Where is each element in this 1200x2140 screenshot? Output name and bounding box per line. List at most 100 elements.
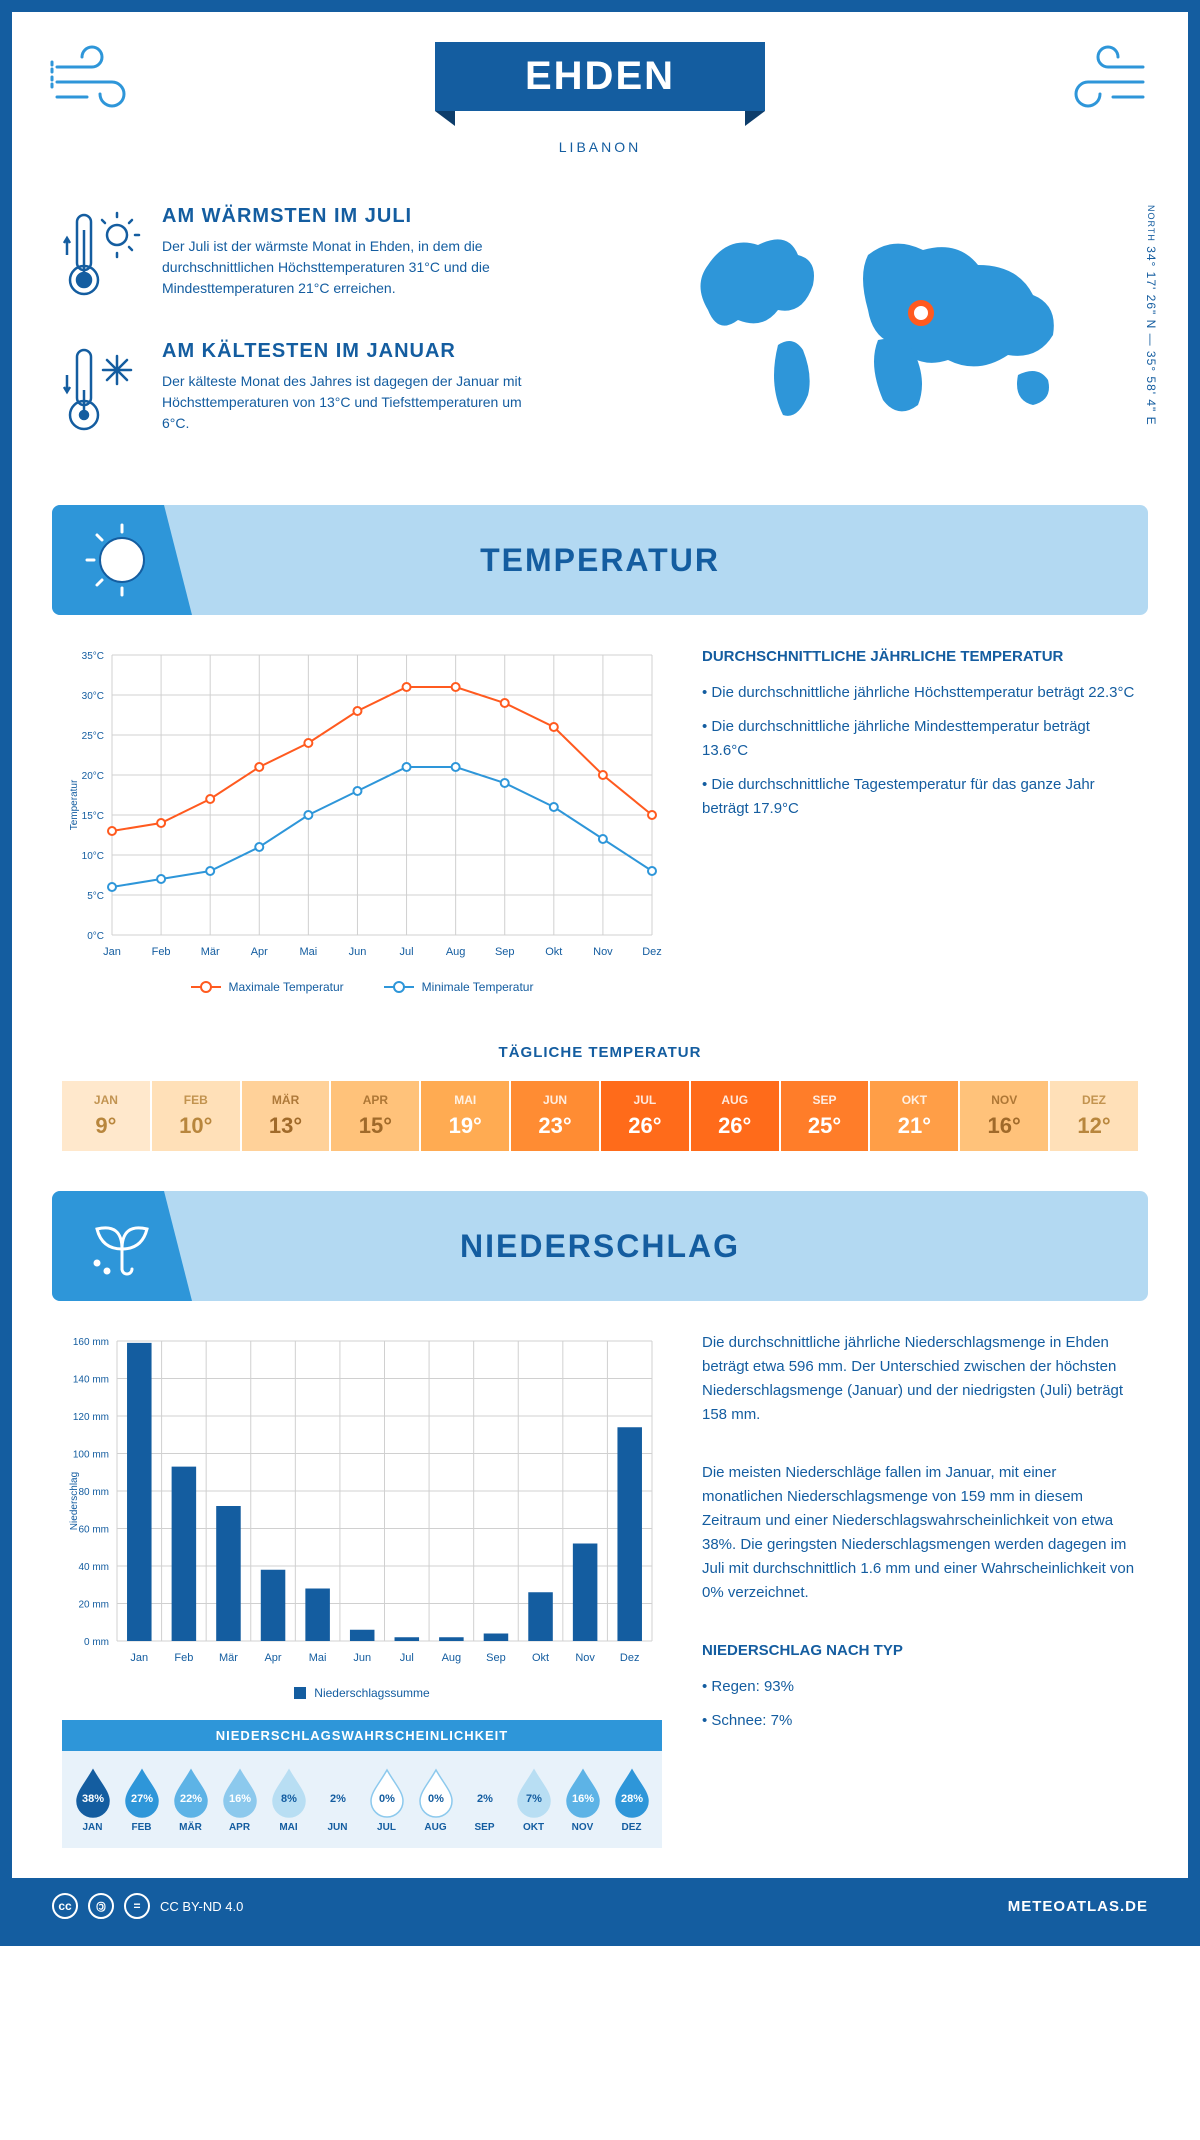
temp-cell: SEP25° xyxy=(781,1081,869,1151)
temp-cell: MÄR13° xyxy=(242,1081,330,1151)
temp-cell: MAI19° xyxy=(421,1081,509,1151)
probability-cell: 38%JAN xyxy=(70,1766,115,1833)
svg-text:Apr: Apr xyxy=(264,1652,281,1664)
svg-text:10°C: 10°C xyxy=(82,851,104,862)
sun-icon xyxy=(52,505,192,615)
svg-text:120 mm: 120 mm xyxy=(73,1412,109,1423)
svg-text:60 mm: 60 mm xyxy=(78,1525,109,1536)
svg-text:20 mm: 20 mm xyxy=(78,1600,109,1611)
svg-text:0%: 0% xyxy=(379,1793,395,1805)
temp-legend: .legend-line[style*="ff5a1f"]::after{bor… xyxy=(62,980,662,994)
precip-type: • Regen: 93% xyxy=(702,1675,1138,1699)
precipitation-bar-chart: 0 mm20 mm40 mm60 mm80 mm100 mm120 mm140 … xyxy=(62,1331,662,1671)
coldest-body: Der kälteste Monat des Jahres ist dagege… xyxy=(162,371,542,434)
infographic-frame: EHDEN LIBANON AM WÄRMSTEN IM JULI Der Ju… xyxy=(0,0,1200,1946)
probability-cell: 2%SEP xyxy=(462,1766,507,1833)
precip-text: Die durchschnittliche jährliche Niedersc… xyxy=(702,1331,1138,1427)
wind-icon xyxy=(52,42,142,117)
probability-cell: 27%FEB xyxy=(119,1766,164,1833)
svg-text:25°C: 25°C xyxy=(82,731,104,742)
country-subtitle: LIBANON xyxy=(12,139,1188,155)
probability-cell: 22%MÄR xyxy=(168,1766,213,1833)
nd-icon: = xyxy=(124,1893,150,1919)
svg-text:Mär: Mär xyxy=(201,946,220,958)
umbrella-icon xyxy=(52,1191,192,1301)
temp-cell: AUG26° xyxy=(691,1081,779,1151)
svg-text:Dez: Dez xyxy=(642,946,662,958)
svg-text:140 mm: 140 mm xyxy=(73,1375,109,1386)
temp-fact: • Die durchschnittliche jährliche Höchst… xyxy=(702,681,1138,705)
precip-legend: Niederschlagssumme xyxy=(62,1686,662,1700)
temp-cell: DEZ12° xyxy=(1050,1081,1138,1151)
svg-text:5°C: 5°C xyxy=(87,891,104,902)
precip-type: • Schnee: 7% xyxy=(702,1709,1138,1733)
svg-text:35°C: 35°C xyxy=(82,651,104,662)
temp-facts-heading: DURCHSCHNITTLICHE JÄHRLICHE TEMPERATUR xyxy=(702,645,1138,669)
svg-text:Nov: Nov xyxy=(575,1652,595,1664)
warmest-heading: AM WÄRMSTEN IM JULI xyxy=(162,205,542,228)
svg-text:Aug: Aug xyxy=(442,1652,462,1664)
temperature-section-header: TEMPERATUR xyxy=(52,505,1148,615)
temp-cell: JUL26° xyxy=(601,1081,689,1151)
svg-text:100 mm: 100 mm xyxy=(73,1450,109,1461)
svg-text:2%: 2% xyxy=(330,1793,346,1805)
svg-text:Feb: Feb xyxy=(152,946,171,958)
coordinates: NORTH 34° 17' 26" N — 35° 58' 4" E xyxy=(1144,205,1158,426)
header: EHDEN LIBANON xyxy=(12,12,1188,165)
location-title: EHDEN xyxy=(525,54,675,99)
by-icon: 🄯 xyxy=(88,1893,114,1919)
temp-cell: APR15° xyxy=(331,1081,419,1151)
svg-text:Feb: Feb xyxy=(174,1652,193,1664)
temperature-content: 0°C5°C10°C15°C20°C25°C30°C35°CJanFebMärA… xyxy=(12,615,1188,1024)
svg-text:27%: 27% xyxy=(130,1793,152,1805)
probability-cell: 0%AUG xyxy=(413,1766,458,1833)
svg-text:0°C: 0°C xyxy=(87,931,104,942)
probability-cell: 0%JUL xyxy=(364,1766,409,1833)
svg-text:Nov: Nov xyxy=(593,946,613,958)
title-banner: EHDEN xyxy=(435,42,765,111)
temp-cell: JUN23° xyxy=(511,1081,599,1151)
probability-cell: 16%APR xyxy=(217,1766,262,1833)
temp-cell: FEB10° xyxy=(152,1081,240,1151)
svg-text:0 mm: 0 mm xyxy=(84,1637,109,1648)
site-name: METEOATLAS.DE xyxy=(1008,1898,1148,1915)
license-text: CC BY-ND 4.0 xyxy=(160,1899,243,1914)
svg-text:28%: 28% xyxy=(620,1793,642,1805)
svg-text:Sep: Sep xyxy=(495,946,515,958)
world-map: NORTH 34° 17' 26" N — 35° 58' 4" E xyxy=(678,205,1138,475)
thermometer-sun-icon xyxy=(62,205,142,305)
svg-text:16%: 16% xyxy=(228,1793,250,1805)
svg-text:Temperatur: Temperatur xyxy=(69,779,80,830)
svg-text:0%: 0% xyxy=(428,1793,444,1805)
svg-text:Jan: Jan xyxy=(103,946,121,958)
precip-text: Die meisten Niederschläge fallen im Janu… xyxy=(702,1461,1138,1605)
warmest-body: Der Juli ist der wärmste Monat in Ehden,… xyxy=(162,236,542,299)
svg-text:Jul: Jul xyxy=(400,946,414,958)
thermometer-snow-icon xyxy=(62,340,142,440)
precipitation-content: 0 mm20 mm40 mm60 mm80 mm100 mm120 mm140 … xyxy=(12,1301,1188,1878)
svg-text:22%: 22% xyxy=(179,1793,201,1805)
svg-text:15°C: 15°C xyxy=(82,811,104,822)
temp-fact: • Die durchschnittliche jährliche Mindes… xyxy=(702,715,1138,763)
temp-cell: JAN9° xyxy=(62,1081,150,1151)
probability-cell: 7%OKT xyxy=(511,1766,556,1833)
cc-icon: cc xyxy=(52,1893,78,1919)
svg-text:Jul: Jul xyxy=(400,1652,414,1664)
probability-cell: 8%MAI xyxy=(266,1766,311,1833)
svg-text:Sep: Sep xyxy=(486,1652,506,1664)
precipitation-section-header: NIEDERSCHLAG xyxy=(52,1191,1148,1301)
svg-text:Jun: Jun xyxy=(353,1652,371,1664)
temperature-line-chart: 0°C5°C10°C15°C20°C25°C30°C35°CJanFebMärA… xyxy=(62,645,662,965)
svg-text:Jun: Jun xyxy=(349,946,367,958)
footer: cc 🄯 = CC BY-ND 4.0 METEOATLAS.DE xyxy=(12,1878,1188,1934)
svg-text:Apr: Apr xyxy=(251,946,268,958)
svg-text:160 mm: 160 mm xyxy=(73,1337,109,1348)
svg-text:20°C: 20°C xyxy=(82,771,104,782)
svg-text:16%: 16% xyxy=(571,1793,593,1805)
svg-text:Jan: Jan xyxy=(130,1652,148,1664)
daily-temperature-table: TÄGLICHE TEMPERATUR JAN9°FEB10°MÄR13°APR… xyxy=(12,1024,1188,1191)
section-title: NIEDERSCHLAG xyxy=(460,1228,740,1265)
svg-text:2%: 2% xyxy=(477,1793,493,1805)
svg-text:Mai: Mai xyxy=(299,946,317,958)
warmest-block: AM WÄRMSTEN IM JULI Der Juli ist der wär… xyxy=(62,205,648,305)
